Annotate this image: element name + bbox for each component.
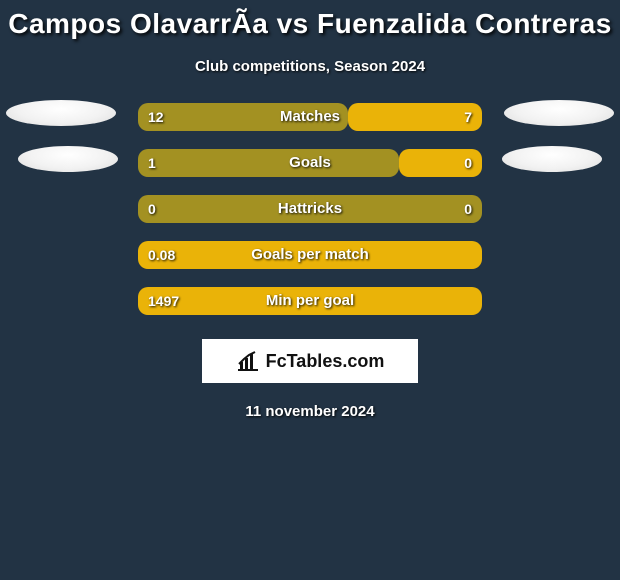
bar-left: [138, 103, 348, 131]
bar-track: [138, 287, 482, 315]
bar-left: [138, 149, 399, 177]
stat-value-left: 12: [148, 103, 164, 131]
stat-value-right: 0: [464, 195, 472, 223]
brand-box[interactable]: FcTables.com: [202, 339, 418, 383]
stat-value-left: 0: [148, 195, 156, 223]
page-title: Campos OlavarrÃ­a vs Fuenzalida Contrera…: [0, 0, 620, 40]
stat-row: 10Goals: [0, 149, 620, 177]
stat-value-right: 7: [464, 103, 472, 131]
player-avatar-right: [502, 146, 602, 172]
bar-track: [138, 195, 482, 223]
bar-full: [138, 241, 482, 269]
stat-row: 127Matches: [0, 103, 620, 131]
player-avatar-left: [6, 100, 116, 126]
subtitle: Club competitions, Season 2024: [0, 58, 620, 75]
bar-full: [138, 287, 482, 315]
stat-row: 0.08Goals per match: [0, 241, 620, 269]
bar-left: [138, 195, 482, 223]
bar-track: [138, 241, 482, 269]
bar-chart-icon: [236, 350, 260, 372]
stat-row: 1497Min per goal: [0, 287, 620, 315]
player-avatar-right: [504, 100, 614, 126]
stats-comparison-block: 127Matches10Goals00Hattricks0.08Goals pe…: [0, 103, 620, 315]
bar-track: [138, 149, 482, 177]
stat-value-right: 0: [464, 149, 472, 177]
bar-track: [138, 103, 482, 131]
stat-value-left: 1497: [148, 287, 179, 315]
stat-value-left: 1: [148, 149, 156, 177]
stat-value-left: 0.08: [148, 241, 175, 269]
stat-row: 00Hattricks: [0, 195, 620, 223]
brand-text: FcTables.com: [266, 351, 385, 372]
bar-right: [348, 103, 482, 131]
footer-date: 11 november 2024: [0, 403, 620, 420]
player-avatar-left: [18, 146, 118, 172]
